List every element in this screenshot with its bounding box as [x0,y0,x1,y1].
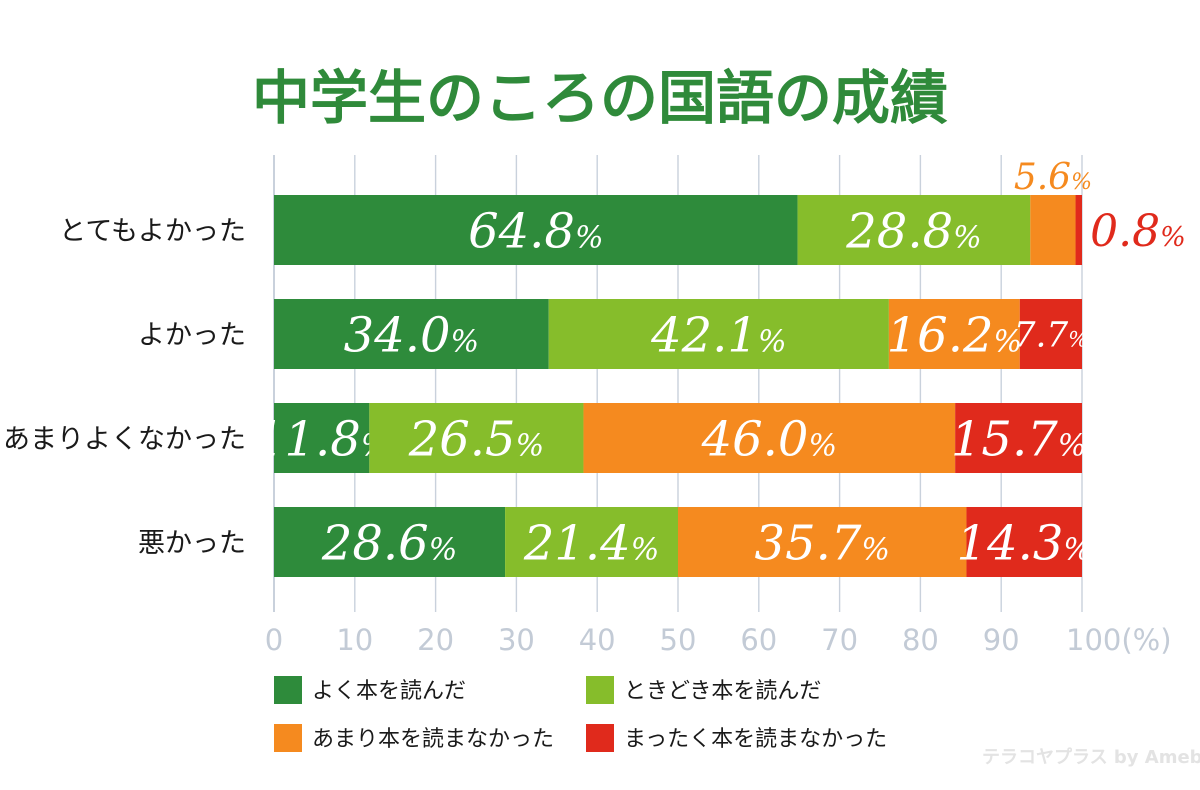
category-label: よかった [138,320,246,351]
bar-segment [369,403,584,473]
bar-segment [274,299,549,369]
category-label: 悪かった [138,528,246,559]
bar-value-label: 28.6% [321,515,457,571]
bar-segment [548,299,889,369]
legend-swatch [274,724,302,752]
bar-segment [955,403,1082,473]
x-tick-label: 90 [983,623,1020,657]
legend-label: あまり本を読まなかった [312,727,554,752]
bar-value-label: 5.6% [1014,157,1092,198]
bar-segment [1075,195,1082,265]
bar-segment [583,403,956,473]
bar-value-label: 14.3% [957,515,1092,571]
bar-value-label: 46.0% [701,411,837,467]
x-tick-label: 80 [902,623,939,657]
bar-segment [966,507,1082,577]
legend-swatch [274,676,302,704]
legend-swatch [586,676,614,704]
category-label: とてもよかった [59,216,246,247]
legend-label: まったく本を読まなかった [624,727,887,752]
chart-title: 中学生のころの国語の成績 [252,64,948,132]
bar-segment [1019,299,1082,369]
x-tick-label: 30 [498,623,535,657]
x-tick-label: 70 [821,623,858,657]
bar-value-label: 16.2% [887,307,1022,363]
x-tick-label: 0 [265,623,283,657]
x-tick-label: 100(%) [1066,623,1172,657]
bar-segment [678,507,967,577]
x-tick-label: 60 [740,623,777,657]
bar-segment [1030,195,1076,265]
bar-segment [888,299,1020,369]
bar-value-label: 0.8% [1090,206,1186,257]
bar-value-label: 15.7% [951,411,1086,467]
x-tick-label: 20 [417,623,454,657]
bar-segment [274,195,798,265]
category-label: あまりよくなかった [3,424,246,455]
bar-segment [505,507,678,577]
legend-swatch [586,724,614,752]
bars: 64.8% 28.8%5.6%0.8%34.0% 42.1% 16.2%7.7%11.… [254,157,1186,577]
legend-label: よく本を読んだ [312,679,466,704]
bar-value-label: 42.1% [650,307,786,363]
x-tick-labels: 0 10 20 30 40 50 60 70 80 90 100(%) [265,623,1172,657]
bar-value-label: 26.5% [408,411,544,467]
bar-segment [274,403,370,473]
x-tick-label: 10 [336,623,373,657]
bar-value-label: 64.8% [468,203,603,259]
bar-value-label: 21.4% [523,515,659,571]
bar-segment [797,195,1031,265]
bar-value-label: 7.7% [1014,315,1088,355]
watermark: テラコヤプラス by Ameba [982,746,1200,768]
x-tick-label: 50 [660,623,697,657]
bar-value-label: 34.0% [344,307,479,363]
legend-label: ときどき本を読んだ [624,679,821,704]
bar-value-label: 35.7% [755,515,890,571]
x-tick-label: 40 [579,623,616,657]
bar-value-label: 28.8% [845,203,981,259]
bar-segment [274,507,506,577]
